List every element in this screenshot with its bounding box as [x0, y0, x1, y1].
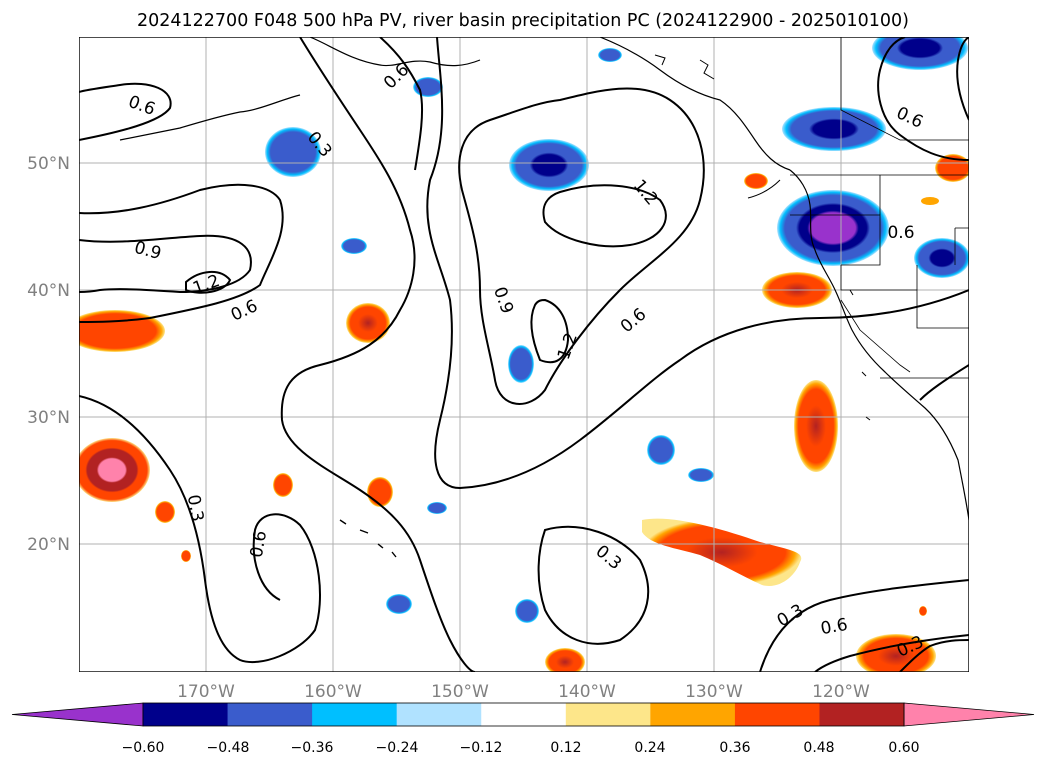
colorbar-segment [312, 703, 398, 726]
colorbar-ticks: −0.60 −0.48 −0.36 −0.24 −0.12 0.12 0.24 … [122, 740, 920, 756]
precip-region [386, 594, 412, 614]
colorbar-tick-label: −0.24 [376, 740, 419, 756]
colorbar-tick-label: 0.12 [550, 740, 581, 756]
precip-region [794, 380, 838, 472]
precip-region [427, 502, 447, 514]
colorbar-segment [819, 703, 905, 726]
precip-region [155, 501, 175, 523]
precip-region [545, 648, 585, 672]
precip-region [642, 518, 802, 586]
lon-label: 130°W [685, 682, 743, 702]
colorbar-tick-label: 0.48 [803, 740, 834, 756]
precip-region [782, 107, 886, 151]
precip-region [515, 599, 539, 623]
colorbar-tick-label: 0.24 [634, 740, 665, 756]
precip-region [872, 37, 968, 70]
precip-region [919, 606, 927, 616]
colorbar-extend-low [11, 702, 144, 727]
lon-label: 170°W [177, 682, 235, 702]
colorbar-tick-label: −0.36 [291, 740, 334, 756]
precip-region [346, 303, 390, 343]
colorbar-tick-label: −0.60 [122, 740, 165, 756]
colorbar-segment [734, 703, 820, 726]
precip-region [79, 310, 165, 352]
precip-region [273, 473, 293, 497]
precip-region [341, 238, 367, 254]
precip-region [367, 477, 393, 507]
lat-label: 30°N [27, 408, 70, 428]
contour-label: 0.6 [247, 529, 271, 559]
lon-labels: 170°W 160°W 150°W 140°W 130°W 120°W [177, 682, 870, 702]
colorbar-tick-label: 0.36 [719, 740, 750, 756]
precip-region [265, 127, 321, 177]
colorbar-segment [481, 703, 567, 726]
precip-region [921, 197, 939, 205]
precip-region [598, 48, 622, 62]
colorbar-extend-high [903, 702, 1035, 727]
precip-region [856, 634, 936, 672]
contour-label: 0.6 [819, 615, 849, 639]
colorbar-segment [650, 703, 736, 726]
precip-region [688, 468, 714, 482]
lon-label: 150°W [431, 682, 489, 702]
colorbar-tick-label: 0.60 [888, 740, 919, 756]
precip-region [777, 190, 889, 266]
precip-region [509, 139, 589, 191]
coastlines [119, 37, 969, 558]
precip-region [181, 550, 191, 562]
lat-label: 20°N [27, 535, 70, 555]
colorbar [11, 702, 1035, 727]
precip-region [647, 435, 675, 465]
political-borders [790, 37, 969, 379]
contour-label: 0.3 [183, 493, 207, 523]
lat-label: 40°N [27, 281, 70, 301]
contour-label: 0.6 [887, 223, 914, 243]
map-area: 0.6 0.9 1.2 0.6 0.3 1.2 0.6 0.9 1.2 0.6 … [79, 37, 969, 672]
precip-positive-regions [79, 154, 969, 672]
precip-region [914, 238, 969, 278]
lon-label: 120°W [812, 682, 870, 702]
precip-region [744, 173, 768, 189]
lon-label: 140°W [558, 682, 616, 702]
precip-region [79, 438, 150, 502]
lat-labels: 50°N 40°N 30°N 20°N [27, 154, 70, 555]
gridlines [79, 37, 969, 672]
lat-label: 50°N [27, 154, 70, 174]
colorbar-tick-label: −0.12 [460, 740, 503, 756]
colorbar-tick-label: −0.48 [207, 740, 250, 756]
pv-contours [79, 37, 969, 672]
chart-title: 2024122700 F048 500 hPa PV, river basin … [137, 11, 909, 31]
colorbar-segment [227, 703, 313, 726]
precip-region [508, 345, 534, 383]
colorbar-segment [143, 703, 229, 726]
precip-negative-regions [265, 37, 969, 623]
lon-label: 160°W [304, 682, 362, 702]
colorbar-frame [142, 702, 905, 727]
colorbar-segment [396, 703, 482, 726]
colorbar-segment [565, 703, 651, 726]
